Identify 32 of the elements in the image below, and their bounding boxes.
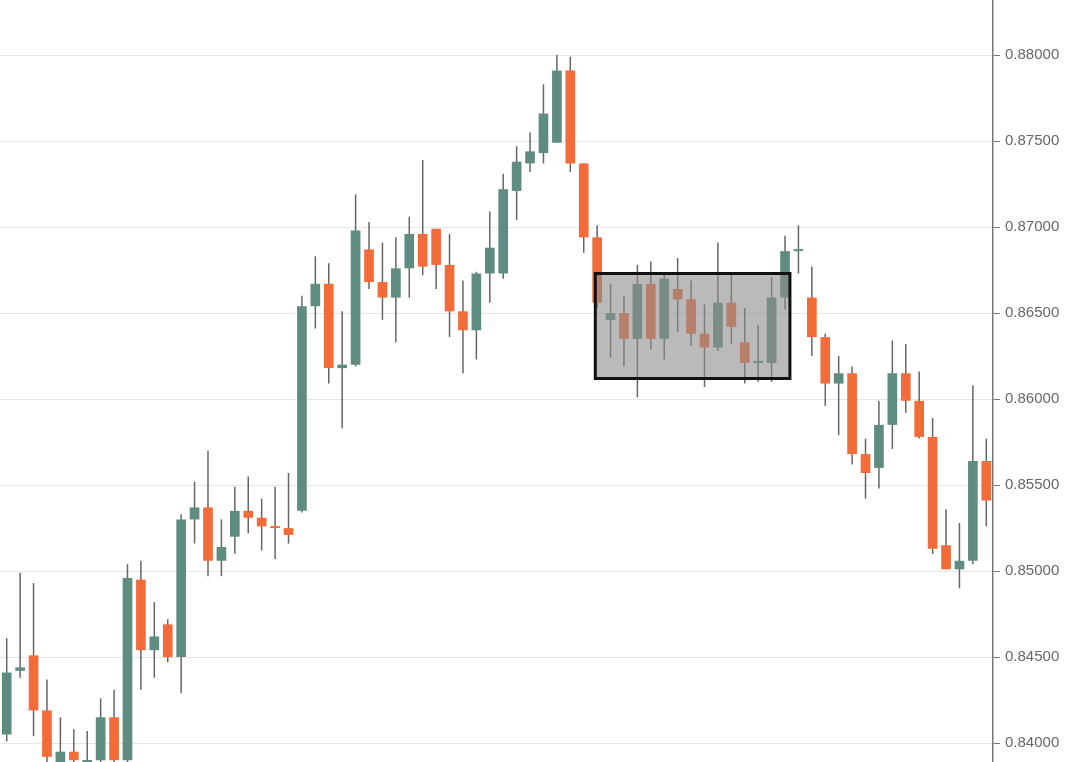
y-tick-label: 0.86500	[1005, 303, 1060, 321]
candlestick	[739, 307, 750, 385]
candlestick	[243, 475, 254, 534]
candlestick	[216, 518, 227, 577]
candlestick	[860, 437, 871, 500]
candlestick	[149, 601, 160, 679]
candlestick	[458, 279, 468, 375]
candlestick	[283, 472, 294, 545]
candlestick	[15, 572, 25, 679]
candlestick	[68, 728, 79, 762]
y-tick-label: 0.85000	[1005, 561, 1060, 579]
candlestick	[256, 498, 267, 552]
y-tick-label: 0.85500	[1005, 475, 1060, 493]
candlestick	[337, 310, 348, 430]
y-tick-label: 0.87500	[1005, 131, 1060, 149]
candlestick	[525, 131, 535, 173]
candlestick	[753, 324, 763, 383]
candlestick	[377, 241, 388, 321]
candlestick	[310, 255, 321, 330]
y-tick-label: 0.84000	[1005, 733, 1060, 751]
candlestick	[270, 486, 280, 560]
candlestick	[82, 730, 93, 762]
candlestick	[55, 716, 66, 762]
y-tick-label: 0.86000	[1005, 389, 1060, 407]
candlestick	[605, 283, 616, 359]
candlestick	[793, 224, 804, 275]
candlestick	[833, 355, 844, 436]
y-tick-label: 0.88000	[1005, 45, 1060, 63]
y-tick-label: 0.87000	[1005, 217, 1060, 235]
candlestick	[672, 257, 683, 333]
y-tick-label: 0.84500	[1005, 647, 1060, 665]
candlestick	[189, 480, 200, 545]
